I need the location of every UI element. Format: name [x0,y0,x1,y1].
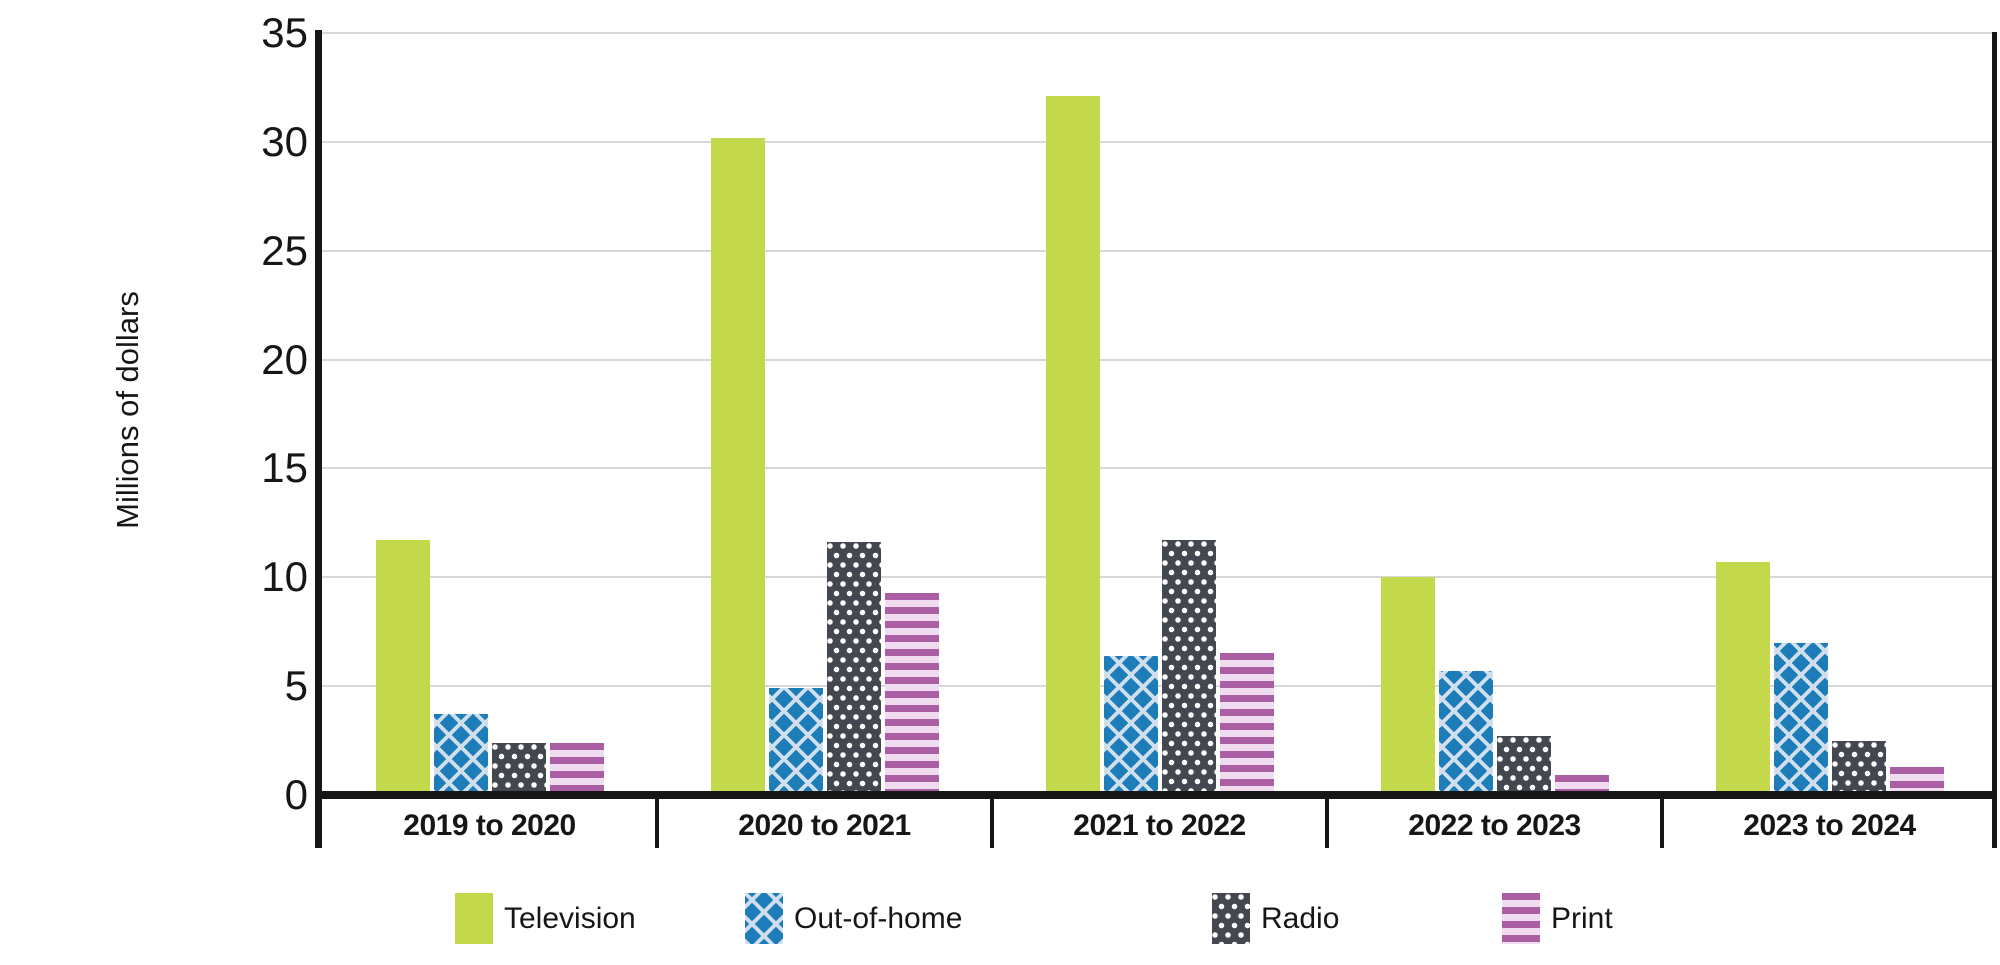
category-tick-mark [655,791,659,848]
category-tick-mark [1660,791,1664,848]
category-tick-mark [990,791,994,848]
bar-print-2020-to-2021 [884,592,939,795]
category-label-2021-to-2022: 2021 to 2022 [1073,809,1246,842]
y-tick-label-20: 20 [261,335,308,383]
bar-television-2022-to-2023 [1380,577,1435,795]
category-label-2022-to-2023: 2022 to 2023 [1408,809,1581,842]
bar-out-of-home-2020-to-2021 [768,688,823,795]
legend-item-radio: Radio [1212,893,1339,944]
bar-television-2019-to-2020 [375,540,430,795]
legend-label-print: Print [1551,901,1613,935]
y-tick-label-30: 30 [261,117,308,165]
gridline-10 [322,576,1997,579]
y-tick-label-35: 35 [261,9,308,56]
category-tick-mark [1325,791,1329,848]
bar-radio-2021-to-2022 [1161,540,1216,795]
category-label-2019-to-2020: 2019 to 2020 [403,809,576,842]
y-tick-label-15: 15 [261,444,308,492]
bar-radio-2023-to-2024 [1831,740,1886,795]
bar-radio-2022-to-2023 [1496,736,1551,795]
legend-item-out-of-home: Out-of-home [745,893,962,944]
bar-print-2019-to-2020 [549,742,604,795]
y-axis-title: Millions of dollars [110,291,145,529]
gridline-30 [322,140,1997,143]
gridline-25 [322,249,1997,252]
y-tick-label-5: 5 [284,662,308,710]
y-tick-label-10: 10 [261,553,308,601]
bar-out-of-home-2023-to-2024 [1773,642,1828,795]
legend-label-radio: Radio [1261,901,1340,935]
bar-radio-2019-to-2020 [491,742,546,795]
category-label-2020-to-2021: 2020 to 2021 [738,809,911,842]
legend-swatch-print [1502,893,1540,944]
gridline-15 [322,467,1997,470]
bar-print-2022-to-2023 [1554,775,1609,795]
gridline-5 [322,685,1997,688]
bar-television-2023-to-2024 [1715,562,1770,795]
legend-swatch-out-of-home [745,893,783,944]
category-label-2023-to-2024: 2023 to 2024 [1743,809,1916,842]
legend-swatch-radio [1212,893,1250,944]
bar-out-of-home-2022-to-2023 [1438,670,1493,795]
plot-right-border-line [1992,32,1997,848]
bar-out-of-home-2021-to-2022 [1103,655,1158,795]
bar-print-2023-to-2024 [1889,766,1944,795]
legend-item-print: Print [1502,893,1613,944]
bar-out-of-home-2019-to-2020 [433,714,488,795]
bar-print-2021-to-2022 [1219,653,1274,795]
y-axis-line [315,30,322,848]
legend-item-television: Television [455,893,636,944]
x-axis-line [315,791,1997,799]
bar-television-2020-to-2021 [710,137,765,795]
legend-label-television: Television [504,901,636,935]
bar-television-2021-to-2022 [1045,96,1100,795]
bar-radio-2020-to-2021 [826,542,881,795]
y-tick-label-0: 0 [284,771,308,818]
gridline-35 [322,32,1997,34]
y-tick-label-25: 25 [261,226,308,274]
gridline-20 [322,358,1997,361]
legend-label-out-of-home: Out-of-home [794,901,963,935]
legend-swatch-television [455,893,493,944]
